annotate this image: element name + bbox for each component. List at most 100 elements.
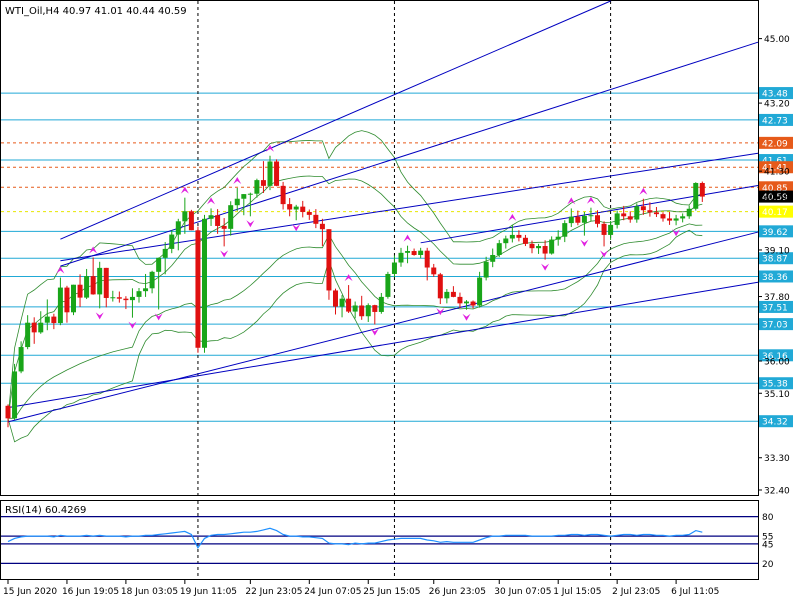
candle-body-91 bbox=[601, 223, 607, 235]
candle-body-5 bbox=[38, 322, 44, 333]
level-label-2: 42.09 bbox=[762, 139, 788, 149]
fractal-up-40 bbox=[266, 144, 274, 152]
candle-body-97 bbox=[640, 206, 646, 211]
candle-body-93 bbox=[614, 213, 620, 225]
fractal-up-97 bbox=[639, 187, 648, 195]
candle-body-99 bbox=[653, 212, 659, 215]
candle-body-27 bbox=[182, 211, 188, 222]
level-tag-5 bbox=[759, 181, 793, 194]
candle-body-12 bbox=[84, 276, 90, 298]
price-tick-label-3: 40.58 bbox=[764, 193, 790, 203]
candle-body-8 bbox=[57, 287, 63, 324]
candle-body-23 bbox=[156, 257, 162, 272]
candle-body-24 bbox=[162, 248, 168, 258]
fractal-up-8 bbox=[56, 266, 65, 274]
fractal-up-52 bbox=[344, 274, 353, 282]
candle-body-26 bbox=[175, 221, 181, 235]
level-tag-2 bbox=[759, 136, 793, 149]
candle-body-56 bbox=[372, 305, 378, 312]
candle-body-47 bbox=[313, 214, 319, 224]
time-axis-group: 15 Jun 2020 16 Jun 19:05 18 Jun 03:05 19 Ju… bbox=[3, 580, 719, 597]
candle-body-64 bbox=[424, 250, 430, 268]
rsi-line bbox=[7, 527, 703, 549]
candle-body-0 bbox=[5, 405, 11, 419]
fractal-up-27 bbox=[180, 186, 189, 194]
candle-body-44 bbox=[293, 206, 299, 210]
candle-body-52 bbox=[346, 298, 352, 312]
candle-body-76 bbox=[503, 238, 509, 244]
candle-body-71 bbox=[470, 301, 476, 306]
candle-body-35 bbox=[234, 198, 240, 206]
candle-body-79 bbox=[522, 237, 528, 244]
rsi-level-label-0: 80 bbox=[762, 513, 774, 523]
candle-body-37 bbox=[247, 193, 253, 195]
bollinger-bands-group bbox=[7, 130, 703, 443]
candle-body-40 bbox=[267, 161, 273, 186]
candle-body-100 bbox=[660, 214, 666, 219]
candle-body-32 bbox=[215, 215, 221, 226]
candle-body-22 bbox=[149, 271, 155, 289]
fractal-up-31 bbox=[207, 197, 216, 205]
level-tag-1 bbox=[759, 113, 793, 126]
time-label-3: 19 Jun 11:05 bbox=[180, 587, 237, 597]
candle-body-38 bbox=[254, 180, 260, 194]
candle-body-39 bbox=[260, 180, 266, 186]
candle-body-84 bbox=[555, 236, 561, 240]
candle-body-83 bbox=[549, 239, 555, 254]
level-tag-12 bbox=[759, 349, 793, 362]
price-tick-label-9: 32.40 bbox=[764, 486, 790, 496]
fractal-down-102 bbox=[672, 229, 681, 237]
candle-body-89 bbox=[588, 215, 594, 217]
trend-line-1 bbox=[7, 281, 759, 409]
rsi-level-label-3: 20 bbox=[762, 560, 774, 570]
level-tag-10 bbox=[759, 300, 793, 313]
candle-body-85 bbox=[562, 223, 568, 237]
candle-body-16 bbox=[110, 297, 116, 299]
candle-body-106 bbox=[699, 182, 705, 197]
level-tag-9 bbox=[759, 270, 793, 283]
trend-line-0 bbox=[7, 231, 759, 423]
candle-body-62 bbox=[411, 251, 417, 255]
candle-body-36 bbox=[241, 194, 247, 199]
price-tick-label-8: 33.30 bbox=[764, 454, 790, 464]
rsi-level-label-2: 45 bbox=[762, 540, 773, 550]
candle-body-4 bbox=[31, 322, 37, 333]
fractal-down-37 bbox=[246, 220, 255, 228]
candle-body-50 bbox=[333, 290, 338, 307]
fractal-up-35 bbox=[233, 176, 242, 184]
band-inner-lower bbox=[8, 223, 703, 419]
fractal-down-82 bbox=[541, 263, 550, 271]
candle-body-66 bbox=[437, 274, 443, 299]
fractal-up-89 bbox=[586, 196, 595, 204]
time-label-8: 30 Jun 07:05 bbox=[494, 587, 551, 597]
fractal-up-61 bbox=[403, 234, 412, 242]
current-price-tag bbox=[759, 190, 793, 203]
time-label-7: 26 Jun 23:05 bbox=[429, 587, 486, 597]
candle-body-2 bbox=[18, 347, 24, 372]
candle-body-30 bbox=[202, 218, 207, 348]
candle-body-43 bbox=[287, 204, 293, 210]
time-label-4: 22 Jun 23:05 bbox=[245, 587, 302, 597]
candle-body-21 bbox=[143, 288, 149, 292]
candle-body-57 bbox=[378, 296, 384, 312]
candle-body-45 bbox=[300, 206, 306, 212]
fractal-down-23 bbox=[154, 313, 163, 321]
level-label-6: 40.17 bbox=[762, 208, 788, 218]
candle-body-70 bbox=[464, 301, 469, 304]
candle-body-61 bbox=[405, 251, 411, 253]
candle-body-92 bbox=[608, 224, 614, 235]
candle-body-88 bbox=[581, 215, 587, 223]
candle-body-53 bbox=[352, 305, 358, 312]
level-label-11: 37.03 bbox=[762, 321, 788, 331]
candle-body-59 bbox=[391, 262, 397, 274]
rsi-panel-frame bbox=[0, 500, 759, 580]
candle-body-11 bbox=[77, 284, 83, 298]
fractal-down-88 bbox=[580, 239, 589, 247]
price-tick-label-7: 35.10 bbox=[764, 390, 790, 400]
band-inner-upper bbox=[7, 175, 703, 419]
fractal-down-44 bbox=[292, 224, 301, 232]
candle-body-6 bbox=[44, 316, 50, 323]
level-label-10: 37.51 bbox=[762, 303, 788, 313]
candle-body-10 bbox=[71, 284, 76, 313]
candle-body-34 bbox=[228, 205, 234, 229]
